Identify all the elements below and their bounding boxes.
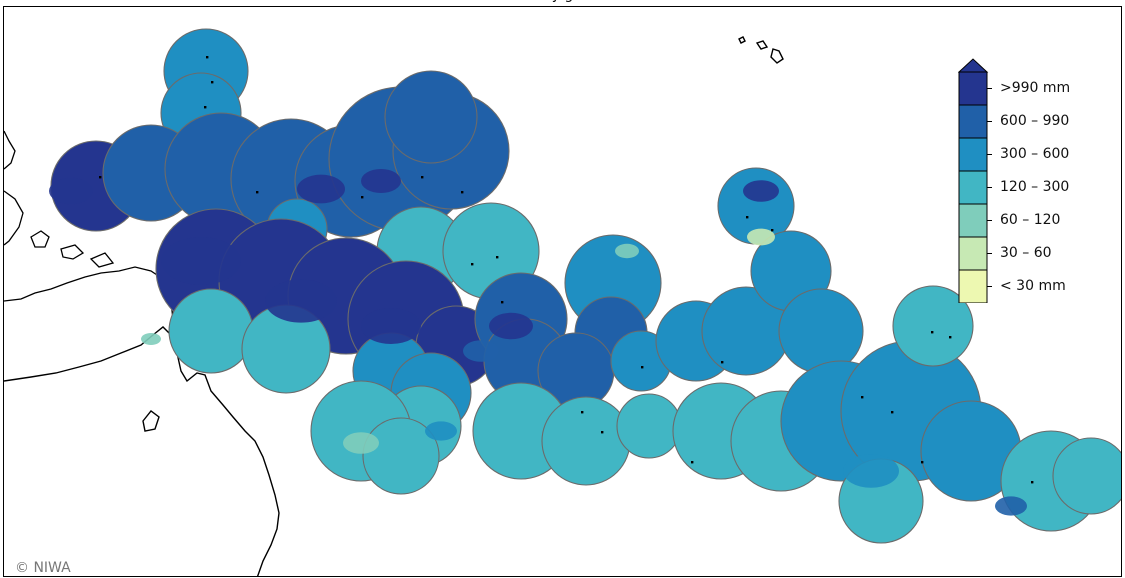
zone-shape [892,285,974,367]
zone-fiji [472,382,631,486]
island-dot [746,216,749,219]
legend-swatch [958,203,988,238]
island-dot [471,263,474,266]
island-dot [691,461,694,464]
rainfall-map [4,28,1121,576]
legend-label: 60 – 120 [1000,211,1061,228]
legend-swatch [958,269,988,304]
island-dot [641,366,644,369]
island-dot [256,191,259,194]
island-dot [421,176,424,179]
island-markers [99,56,1034,484]
rainfall-shade [463,340,499,362]
legend-swatch [958,104,988,139]
rainfall-shade [425,421,457,441]
island-dot [99,176,102,179]
island-dot [949,336,952,339]
coastline-hawaii [738,36,784,64]
zone-shape [616,393,682,459]
niwa-credit: © NIWA [15,560,71,576]
zone-french-polynesia [780,340,1022,502]
legend-label: 120 – 300 [1000,178,1070,195]
eez-zones [49,28,1121,544]
rainfall-shade [747,228,775,246]
island-dot [771,229,774,232]
zone-marquesas [892,285,974,367]
coastline-west [4,130,164,302]
rainfall-shade [995,496,1027,516]
legend-colorbar [957,58,992,304]
legend-label: 30 – 60 [1000,244,1052,261]
zone-shape [778,288,864,374]
island-dot [501,301,504,304]
island-dot [721,361,724,364]
legend-swatch [958,137,988,172]
island-dot [496,256,499,259]
zone-phoenix-islands [655,286,791,382]
rainfall-shade [141,333,161,345]
rainfall-shade [297,174,345,204]
zone-shape [541,396,631,486]
zone-png-south [168,288,331,394]
legend-label: < 30 mm [1000,277,1066,294]
island-dot [206,56,209,59]
rainfall-shade [489,312,533,340]
zone-marshall-islands [328,70,510,232]
rainfall-legend: >990 mm 600 – 990 300 – 600 120 – 300 60 – 1… [957,58,1070,307]
rainfall-shade [265,279,337,323]
zone-shape [1052,437,1121,515]
rainfall-shade [743,180,779,202]
rainfall-shade [161,237,241,285]
island-dot [891,411,894,414]
island-dot [931,331,934,334]
zone-shape [168,288,254,374]
rainfall-shade [49,177,93,205]
zone-line-islands [717,167,864,374]
rainfall-shade [343,432,379,454]
zone-shape [384,70,478,164]
map-frame: © NIWA [3,6,1122,577]
island-dot [361,196,364,199]
zone-tonga [616,393,682,459]
legend-swatch [958,71,988,106]
legend-extend-arrow [957,58,989,73]
rainfall-shade [843,454,899,488]
legend-label: 300 – 600 [1000,145,1070,162]
legend-label: 600 – 990 [1000,112,1070,129]
legend-swatch [958,236,988,271]
rainfall-shade [361,169,401,193]
island-dot [211,81,214,84]
island-dot [861,396,864,399]
island-dot [204,106,207,109]
rainfall-shade [615,243,639,259]
island-dot [461,191,464,194]
map-title: y g [0,0,1125,3]
island-dot [921,461,924,464]
rainfall-shade [361,308,421,344]
island-dot [581,411,584,414]
island-dot [1031,481,1034,484]
legend-swatch [958,170,988,205]
coastline-australia [4,326,280,576]
legend-label: >990 mm [1000,79,1071,96]
zone-new-caledonia [310,380,440,495]
zone-shape [362,417,440,495]
island-dot [601,431,604,434]
